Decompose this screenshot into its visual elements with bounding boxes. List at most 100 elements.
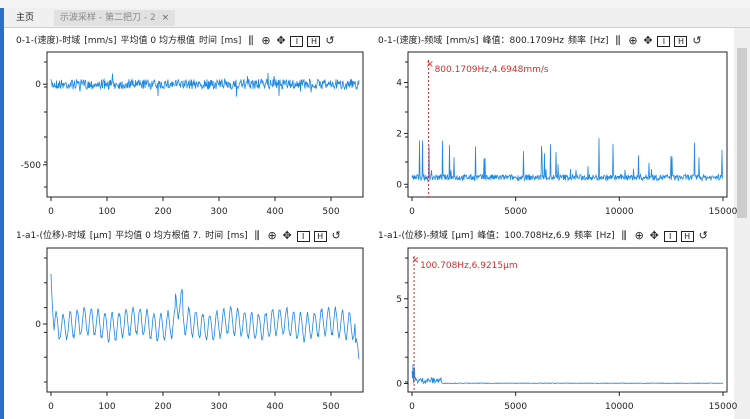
tab-home[interactable]: 主页 [10,10,40,26]
x-tick-label: 100 [98,402,115,412]
y-tick-label: 5 [396,295,402,305]
close-icon[interactable]: × [161,13,170,23]
x-tick-label: 500 [322,402,339,412]
panel-info: 平均值 0 均方根值 7. [115,231,202,241]
x-range-icon[interactable]: H [307,35,321,47]
cursor-icon[interactable]: ⫼ [615,34,621,47]
panel-axis-unit: [ms] [220,36,242,46]
y-range-icon[interactable]: I [663,230,677,242]
y-tick-label: 0 [396,380,402,390]
y-tick-label: 0 [396,180,402,190]
cursor-icon[interactable]: ⫼ [248,34,254,47]
sidebar-edge [0,8,4,419]
y-tick-label: 4 [396,79,402,89]
pan-icon[interactable]: ✥ [276,34,286,47]
y-range-icon[interactable]: I [296,230,310,242]
panel-unit: [mm/s] [84,36,117,46]
cursor-icon[interactable]: ⫼ [254,229,260,242]
window-top-strip [0,0,750,8]
x-tick-label: 0 [48,402,54,412]
reset-icon[interactable]: ↺ [331,229,341,242]
y-range-icon[interactable]: I [290,35,304,47]
tab-label: 示波采样 - 第二把刀 - 2 [60,13,156,23]
panel-unit: [mm/s] [446,36,479,46]
plot-frame [46,51,364,198]
x-tick-label: 0 [48,207,54,217]
panel-axis-unit: [Hz] [589,36,609,46]
panel-header: 1-a1-(位移)-时域 [μm] 平均值 0 均方根值 7. 时间 [ms] ⫼ ⊕ ✥ I H… [16,228,342,244]
x-range-icon[interactable]: H [313,230,327,242]
reset-icon[interactable]: ↺ [692,34,702,47]
y-tick-label: 0 [35,320,41,330]
x-tick-label: 300 [210,207,227,217]
y-tick-label: -500 [21,161,42,171]
signal-line [411,364,724,385]
signal-line [50,72,360,97]
peak-marker-icon: × [411,255,419,266]
x-tick-label: 400 [266,207,283,217]
x-range-icon[interactable]: H [680,230,694,242]
pan-icon[interactable]: ✥ [643,34,653,47]
x-tick-label: 0 [409,207,415,217]
panel-axis-unit: [Hz] [596,231,615,241]
panel-unit: [μm] [89,231,112,241]
panel-info: 峰值：800.1709Hz [482,36,564,46]
panel-header: 1-a1-(位移)-频域 [μm] 峰值：100.708Hz,6.9 频率 [Hz] ⫼ ⊕… [378,228,709,244]
x-tick-label: 10000 [605,402,634,412]
panel-axis-unit: [ms] [227,231,248,241]
panel-axis-label: 频率 [574,231,593,241]
panel-title: 0-1-(速度)-时域 [16,36,81,46]
peak-annotation: 800.1709Hz,4.6948mm/s [435,65,549,75]
x-tick-label: 100 [98,207,115,217]
panel-title: 1-a1-(位移)-频域 [378,231,448,241]
scrollbar-thumb[interactable] [737,48,747,218]
panel-header: 0-1-(速度)-频域 [mm/s] 峰值：800.1709Hz 频率 [Hz] ⫼ ⊕ ✥ I… [378,33,702,49]
panel-header: 0-1-(速度)-时域 [mm/s] 平均值 0 均方根值 时间 [ms] ⫼ ⊕ ✥ I H ↺ [16,33,335,49]
x-tick-label: 400 [266,402,283,412]
panel-title: 0-1-(速度)-频域 [378,36,443,46]
x-tick-label: 5000 [504,402,527,412]
tab-label: 主页 [16,13,35,23]
y-range-icon[interactable]: I [657,35,671,47]
y-tick-label: 2 [396,129,402,139]
x-tick-label: 300 [210,402,227,412]
x-tick-label: 0 [409,402,415,412]
plot-frame [407,247,728,393]
x-tick-label: 200 [154,207,171,217]
zoom-in-icon[interactable]: ⊕ [634,229,644,242]
panel-axis-label: 时间 [205,231,224,241]
cursor-icon[interactable]: ⫼ [621,229,627,242]
reset-icon[interactable]: ↺ [698,229,708,242]
signal-line [50,273,360,360]
panel-title: 1-a1-(位移)-时域 [16,231,86,241]
tab-bar: 主页 示波采样 - 第二把刀 - 2 × [4,8,750,28]
zoom-in-icon[interactable]: ⊕ [261,34,271,47]
x-tick-label: 10000 [605,207,634,217]
panel-info: 平均值 0 均方根值 [120,36,195,46]
tab-oscilloscope[interactable]: 示波采样 - 第二把刀 - 2 × [54,10,176,26]
panel-info: 峰值：100.708Hz,6.9 [477,231,571,241]
signal-line [411,138,724,182]
x-range-icon[interactable]: H [674,35,688,47]
plot-frame [407,51,728,198]
x-tick-label: 15000 [709,402,738,412]
x-tick-label: 200 [154,402,171,412]
peak-annotation: 100.708Hz,6.9215μm [420,261,518,271]
x-tick-label: 5000 [504,207,527,217]
peak-marker-icon: × [426,59,434,70]
pan-icon[interactable]: ✥ [649,229,659,242]
reset-icon[interactable]: ↺ [325,34,335,47]
panel-axis-label: 时间 [198,36,217,46]
y-tick-label: 0 [35,80,41,90]
x-tick-label: 15000 [709,207,738,217]
zoom-in-icon[interactable]: ⊕ [628,34,638,47]
zoom-in-icon[interactable]: ⊕ [267,229,277,242]
x-tick-label: 500 [322,207,339,217]
panel-axis-label: 频率 [567,36,586,46]
pan-icon[interactable]: ✥ [282,229,292,242]
panel-unit: [μm] [451,231,474,241]
